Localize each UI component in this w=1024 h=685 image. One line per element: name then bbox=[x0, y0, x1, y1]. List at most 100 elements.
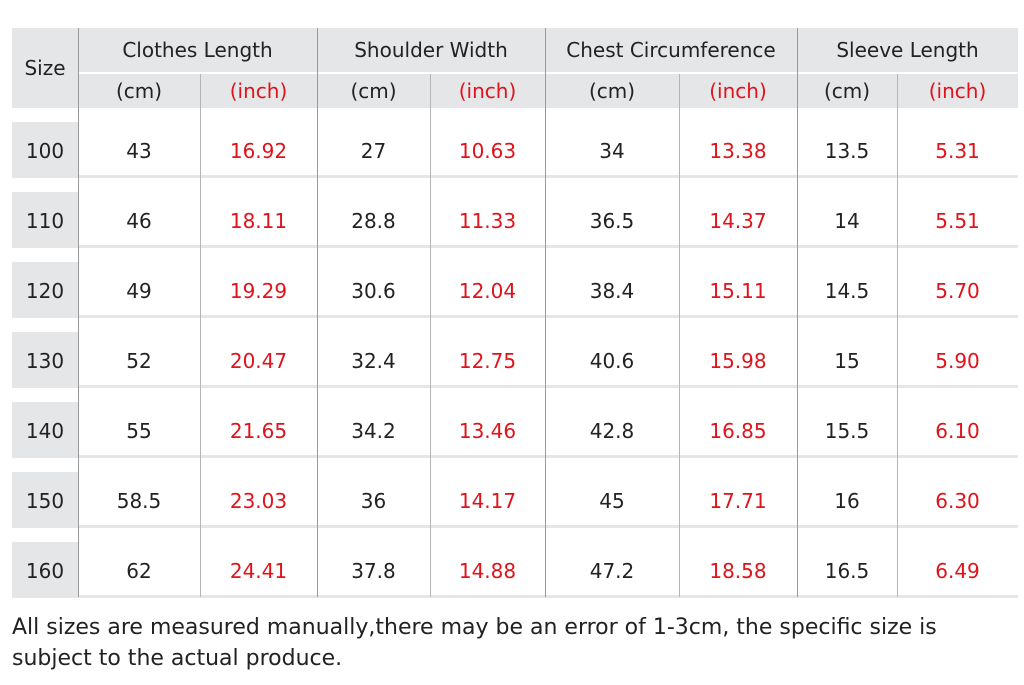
header-bg bbox=[12, 28, 1018, 108]
footnote: All sizes are measured manually,there ma… bbox=[12, 615, 937, 671]
group-header: Sleeve Length bbox=[836, 38, 979, 62]
size-cell: 130 bbox=[25, 349, 65, 373]
size-header: Size bbox=[24, 56, 66, 80]
value-cell: 18.58 bbox=[709, 559, 767, 583]
value-cell: 6.49 bbox=[935, 559, 980, 583]
value-cell: 45 bbox=[599, 489, 625, 513]
value-cell: 15.5 bbox=[824, 419, 870, 443]
column-line bbox=[545, 28, 546, 597]
group-header: Shoulder Width bbox=[354, 38, 508, 62]
value-cell: 34 bbox=[599, 139, 625, 163]
value-cell: 28.8 bbox=[351, 209, 396, 233]
value-cell: 5.51 bbox=[935, 209, 980, 233]
value-cell: 37.8 bbox=[351, 559, 396, 583]
value-cell: 6.30 bbox=[935, 489, 980, 513]
row-separator bbox=[12, 315, 1018, 318]
unit-header: (inch) bbox=[458, 79, 517, 103]
row-separator bbox=[12, 595, 1018, 598]
value-cell: 24.41 bbox=[229, 559, 288, 583]
value-cell: 15.11 bbox=[709, 279, 767, 303]
value-cell: 12.75 bbox=[458, 349, 517, 373]
value-cell: 38.4 bbox=[589, 279, 635, 303]
size-cell-bg bbox=[12, 122, 78, 178]
row-separator bbox=[12, 385, 1018, 388]
size-cell-bg bbox=[12, 402, 78, 458]
size-cell-bg bbox=[12, 542, 78, 598]
value-cell: 30.6 bbox=[351, 279, 396, 303]
value-cell: 47.2 bbox=[589, 559, 635, 583]
size-cell: 150 bbox=[25, 489, 65, 513]
value-cell: 49 bbox=[126, 279, 152, 303]
value-cell: 5.90 bbox=[935, 349, 980, 373]
value-cell: 14.88 bbox=[458, 559, 517, 583]
column-line bbox=[797, 28, 798, 597]
column-line bbox=[317, 28, 318, 597]
value-cell: 14.37 bbox=[709, 209, 767, 233]
column-line bbox=[78, 28, 79, 597]
value-cell: 11.33 bbox=[458, 209, 517, 233]
unit-header: (cm) bbox=[588, 79, 636, 103]
column-line bbox=[430, 74, 431, 597]
value-cell: 21.65 bbox=[229, 419, 288, 443]
column-line bbox=[200, 74, 201, 597]
size-cell: 120 bbox=[25, 279, 65, 303]
value-cell: 34.2 bbox=[351, 419, 396, 443]
value-cell: 23.03 bbox=[229, 489, 288, 513]
value-cell: 14.17 bbox=[458, 489, 517, 513]
row-separator bbox=[12, 245, 1018, 248]
group-header: Chest Circumference bbox=[566, 38, 776, 62]
column-line bbox=[679, 74, 680, 597]
value-cell: 12.04 bbox=[458, 279, 517, 303]
value-cell: 15.98 bbox=[709, 349, 767, 373]
value-cell: 17.71 bbox=[709, 489, 767, 513]
row-separator bbox=[12, 525, 1018, 528]
unit-header: (cm) bbox=[350, 79, 397, 103]
value-cell: 16.85 bbox=[709, 419, 767, 443]
value-cell: 58.5 bbox=[116, 489, 162, 513]
value-cell: 43 bbox=[126, 139, 152, 163]
value-cell: 20.47 bbox=[229, 349, 288, 373]
value-cell: 52 bbox=[126, 349, 152, 373]
row-separator bbox=[12, 175, 1018, 178]
value-cell: 36.5 bbox=[589, 209, 635, 233]
group-header: Clothes Length bbox=[122, 38, 273, 62]
value-cell: 5.70 bbox=[935, 279, 980, 303]
unit-header: (inch) bbox=[928, 79, 987, 103]
value-cell: 18.11 bbox=[229, 209, 288, 233]
size-cell: 140 bbox=[25, 419, 65, 443]
value-cell: 16 bbox=[834, 489, 860, 513]
value-cell: 40.6 bbox=[589, 349, 635, 373]
unit-header: (inch) bbox=[229, 79, 288, 103]
size-cell: 100 bbox=[25, 139, 65, 163]
size-cell: 160 bbox=[25, 559, 65, 583]
unit-header: (cm) bbox=[823, 79, 871, 103]
value-cell: 16.92 bbox=[229, 139, 288, 163]
value-cell: 32.4 bbox=[351, 349, 396, 373]
unit-header: (inch) bbox=[709, 79, 767, 103]
size-cell-bg bbox=[12, 332, 78, 388]
size-cell-bg bbox=[12, 472, 78, 528]
value-cell: 13.46 bbox=[458, 419, 517, 443]
value-cell: 6.10 bbox=[935, 419, 980, 443]
value-cell: 46 bbox=[126, 209, 152, 233]
size-cell: 110 bbox=[25, 209, 65, 233]
value-cell: 14.5 bbox=[824, 279, 870, 303]
size-cell-bg bbox=[12, 192, 78, 248]
value-cell: 19.29 bbox=[229, 279, 288, 303]
value-cell: 10.63 bbox=[458, 139, 517, 163]
unit-header: (cm) bbox=[115, 79, 163, 103]
value-cell: 15 bbox=[834, 349, 860, 373]
value-cell: 5.31 bbox=[935, 139, 980, 163]
value-cell: 14 bbox=[834, 209, 860, 233]
value-cell: 16.5 bbox=[824, 559, 870, 583]
size-cell-bg bbox=[12, 262, 78, 318]
row-separator bbox=[12, 455, 1018, 458]
value-cell: 55 bbox=[126, 419, 152, 443]
value-cell: 42.8 bbox=[589, 419, 635, 443]
value-cell: 62 bbox=[126, 559, 152, 583]
value-cell: 13.38 bbox=[709, 139, 767, 163]
column-line bbox=[897, 74, 898, 597]
value-cell: 36 bbox=[360, 489, 387, 513]
value-cell: 13.5 bbox=[824, 139, 870, 163]
